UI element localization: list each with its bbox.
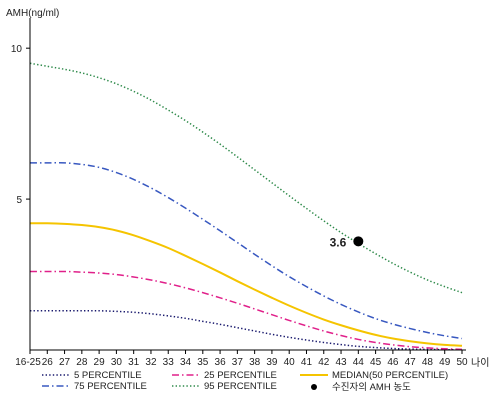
x-tick-label-5: 30 bbox=[111, 357, 123, 368]
x-tick-label-1: 26 bbox=[42, 357, 54, 368]
y-ticks: 5 10 bbox=[11, 44, 30, 206]
legend-label-1: 25 PERCENTILE bbox=[204, 370, 277, 381]
x-tick-label-20: 45 bbox=[370, 357, 382, 368]
series-line-3 bbox=[30, 162, 463, 340]
x-tick-label-16: 41 bbox=[301, 357, 313, 368]
x-tick-label-7: 32 bbox=[145, 357, 157, 368]
x-tick-label-19: 44 bbox=[353, 357, 365, 368]
x-tick-label-12: 37 bbox=[232, 357, 244, 368]
series-line-2 bbox=[29, 222, 463, 347]
x-tick-label-21: 46 bbox=[387, 357, 399, 368]
legend-marker-label: 수진자의 AMH 농도 bbox=[332, 382, 411, 393]
legend-label-2: MEDIAN(50 PERCENTILE) bbox=[332, 370, 448, 381]
series-line-1 bbox=[30, 270, 463, 351]
x-axis-title: 나이 bbox=[471, 357, 489, 369]
x-tick-label-17: 42 bbox=[318, 357, 330, 368]
x-tick-label-10: 35 bbox=[197, 357, 209, 368]
x-tick-label-2: 27 bbox=[59, 357, 71, 368]
axes bbox=[29, 18, 466, 351]
series-line-4 bbox=[29, 62, 463, 294]
percentile-curves bbox=[29, 62, 463, 351]
x-tick-label-11: 36 bbox=[215, 357, 227, 368]
legend-marker-swatch bbox=[311, 384, 317, 390]
y-tick-label-1: 10 bbox=[11, 44, 23, 55]
legend-label-0: 5 PERCENTILE bbox=[74, 370, 142, 381]
x-tick-label-8: 33 bbox=[163, 357, 175, 368]
x-tick-label-25: 50 bbox=[456, 357, 468, 368]
x-tick-label-13: 38 bbox=[249, 357, 261, 368]
x-tick-label-4: 29 bbox=[94, 357, 106, 368]
x-tick-label-24: 49 bbox=[439, 357, 451, 368]
x-ticks: 16-25 26 27 28 29 30 31 32 33 34 35 36 37 38 39 40 41 42 4… bbox=[15, 350, 468, 368]
x-tick-label-0: 16-25 bbox=[15, 357, 41, 368]
y-tick-label-0: 5 bbox=[16, 195, 22, 206]
x-tick-label-3: 28 bbox=[76, 357, 88, 368]
x-tick-label-15: 40 bbox=[284, 357, 296, 368]
legend-label-3: 75 PERCENTILE bbox=[74, 381, 147, 392]
x-tick-label-22: 47 bbox=[405, 357, 417, 368]
marker-point bbox=[353, 236, 364, 247]
y-axis-title: AMH(ng/ml) bbox=[6, 8, 59, 19]
x-tick-label-6: 31 bbox=[128, 357, 140, 368]
amh-marker: 3.6 bbox=[330, 235, 364, 249]
legend: 5 PERCENTILE 25 PERCENTILE MEDIAN(50 PERCE… bbox=[42, 370, 448, 393]
x-tick-label-18: 43 bbox=[335, 357, 347, 368]
x-tick-label-23: 48 bbox=[422, 357, 434, 368]
series-line-0 bbox=[30, 309, 463, 351]
legend-label-4: 95 PERCENTILE bbox=[204, 381, 277, 392]
marker-value-label: 3.6 bbox=[330, 235, 347, 249]
x-tick-label-14: 39 bbox=[266, 357, 278, 368]
x-tick-label-9: 34 bbox=[180, 357, 192, 368]
